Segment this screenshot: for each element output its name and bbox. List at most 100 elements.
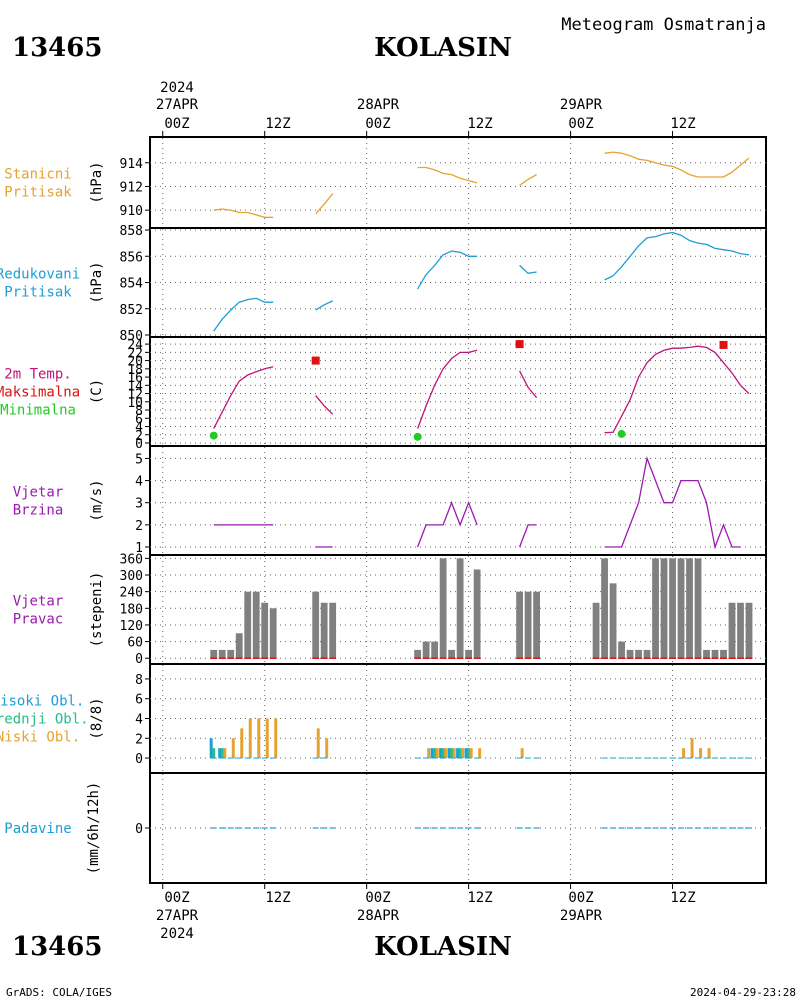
wind-direction-bar: [524, 591, 532, 659]
top-tick-label-3: 00Z: [365, 116, 390, 132]
wind-direction-bar: [601, 558, 608, 659]
y-tick-label: 16: [127, 371, 143, 386]
y-axis-label: (mm/6h/12h): [86, 782, 102, 875]
y-tick-label: 8: [135, 404, 143, 419]
cloud-bar: [452, 748, 456, 759]
cloud-bar: [248, 718, 252, 759]
cloud-bar: [257, 718, 261, 759]
bottom-tick-label-1: 00Z: [164, 890, 189, 906]
y-axis-label: (hPa): [89, 261, 105, 303]
wind-direction-bar: [737, 602, 744, 659]
wind-direction-bar: [312, 591, 320, 659]
y-tick-label: 852: [120, 303, 143, 318]
max-temp-marker: [515, 340, 524, 349]
y-tick-label: 6: [135, 693, 143, 708]
bottom-day-label-2: 28APR: [357, 908, 400, 924]
cloud-bar: [441, 748, 445, 759]
cloud-bar: [690, 738, 694, 759]
wind-direction-bar: [269, 608, 277, 659]
wind-direction-bar: [720, 649, 727, 659]
cloud-bar: [469, 748, 473, 759]
y-tick-label: 2: [135, 519, 143, 534]
y-tick-label: 14: [127, 379, 143, 394]
wind-direction-bar: [261, 602, 269, 659]
series-line: [604, 231, 750, 281]
wind-direction-bar: [703, 649, 710, 659]
top-year-label: 2024: [160, 80, 194, 96]
series-line: [604, 345, 750, 434]
y-tick-label: 0: [135, 437, 143, 452]
footer-credit: GrADS: COLA/IGES: [6, 986, 112, 999]
top-time-axis: 2024 27APR 28APR 29APR 00Z 12Z 00Z 12Z 0…: [156, 80, 696, 132]
series-line: [213, 366, 274, 429]
top-tick-label-2: 12Z: [265, 116, 290, 132]
y-axis-label: (hPa): [89, 161, 105, 203]
station-id-bottom: 13465: [12, 932, 102, 962]
cloud-bar: [467, 748, 471, 759]
cloud-bar: [231, 738, 235, 759]
panel-label: Minimalna: [0, 403, 76, 419]
wind-direction-bar: [686, 558, 693, 659]
cloud-bar: [430, 748, 434, 759]
cloud-bar: [325, 738, 329, 759]
wind-direction-bar: [431, 641, 439, 659]
panel-label: Maksimalna: [0, 385, 80, 401]
top-tick-label-5: 00Z: [568, 116, 593, 132]
cloud-bar: [447, 748, 451, 759]
panel-cloud_cover: 0 2 4 6 8 (8/8) Visoki Obl. Srednji Obl. Niski O…: [0, 663, 766, 772]
panel-label: 2m Temp.: [4, 367, 71, 383]
series-line: [416, 500, 478, 548]
series-line: [417, 250, 478, 290]
y-tick-label: 3: [135, 497, 143, 512]
series-line: [315, 300, 333, 311]
wind-direction-bar: [609, 583, 617, 659]
wind-direction-bar: [592, 602, 600, 659]
series-line: [519, 370, 538, 399]
wind-direction-bar: [235, 633, 243, 659]
y-tick-label: 856: [120, 250, 143, 265]
bottom-time-axis: 00Z 12Z 00Z 12Z 00Z 12Z 27APR 28APR 29AP…: [156, 890, 696, 942]
station-name-top: KOLASIN: [374, 33, 512, 63]
y-tick-label: 10: [127, 396, 143, 411]
cloud-bar: [433, 748, 437, 759]
wind-direction-bar: [652, 558, 659, 659]
y-axis-label: (8/8): [89, 697, 105, 739]
wind-direction-bar: [473, 569, 481, 659]
series-line: [518, 524, 537, 548]
y-tick-label: 0: [135, 822, 143, 837]
top-tick-label-4: 12Z: [467, 116, 492, 132]
cloud-bar: [218, 748, 222, 759]
cloud-bar: [456, 748, 460, 759]
wind-direction-bar: [643, 649, 651, 659]
min-temp-marker: [413, 432, 422, 441]
bottom-tick-label-3: 00Z: [365, 890, 390, 906]
max-temp-marker: [719, 340, 728, 349]
cloud-bar: [682, 748, 686, 759]
station-id-top: 13465: [12, 33, 102, 63]
series-line: [519, 264, 537, 274]
wind-direction-bar: [244, 591, 252, 659]
y-tick-label: 360: [120, 552, 143, 567]
y-tick-label: 120: [120, 619, 143, 634]
y-tick-label: 18: [127, 363, 143, 378]
series-line: [417, 166, 478, 184]
y-tick-label: 1: [135, 541, 143, 556]
y-tick-label: 180: [120, 602, 143, 617]
cloud-bar: [240, 728, 244, 759]
panel-label: Niski Obl.: [0, 730, 80, 746]
y-axis-label: (m/s): [89, 479, 105, 521]
series-line: [604, 456, 741, 550]
wind-direction-bar: [626, 649, 634, 659]
panel-reduced_pressure: 850 852 854 856 858 (hPa) Redukovani Pritisak: [0, 224, 766, 344]
top-day-label-1: 27APR: [156, 97, 199, 113]
wind-direction-bar: [728, 602, 736, 659]
bottom-day-label-3: 29APR: [560, 908, 603, 924]
wind-direction-bar: [227, 649, 235, 659]
series-line: [213, 208, 274, 218]
panel-label: Vjetar: [13, 485, 64, 501]
bottom-year-label: 2024: [160, 926, 194, 942]
y-tick-label: 910: [120, 204, 143, 219]
y-tick-label: 22: [127, 346, 143, 361]
y-tick-label: 300: [120, 569, 143, 584]
